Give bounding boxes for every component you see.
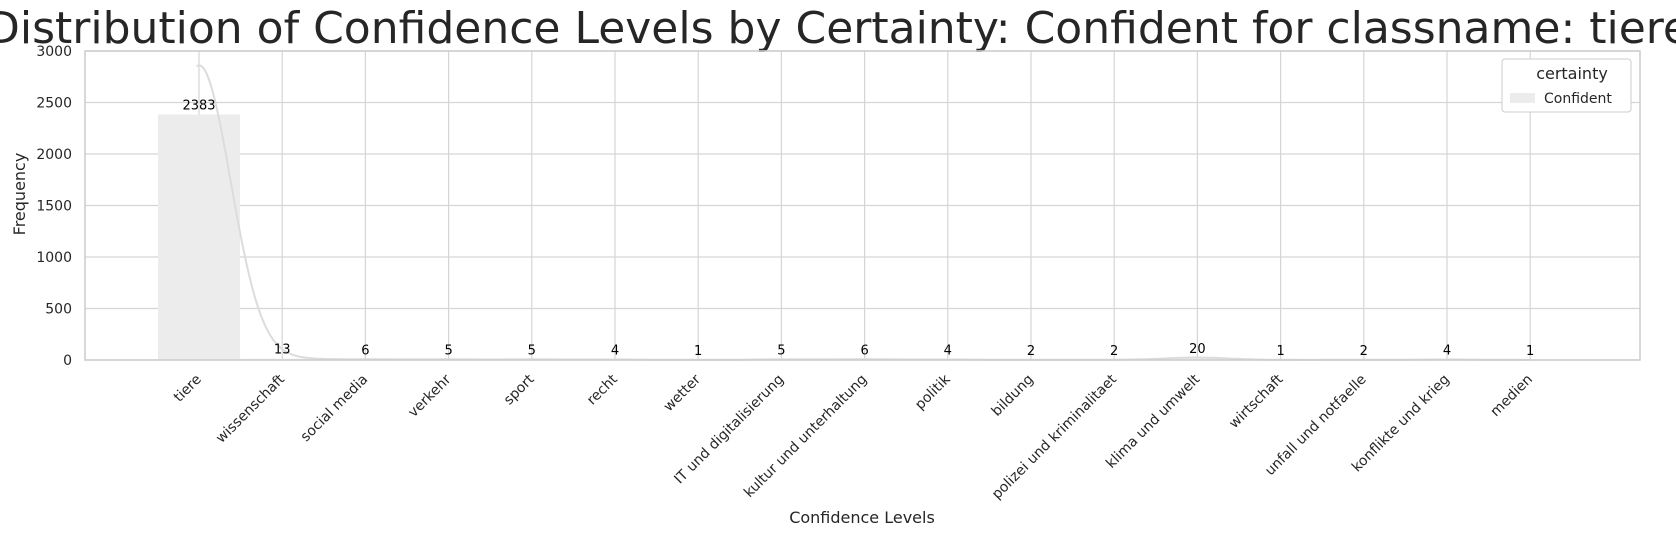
x-tick-2: social media — [298, 372, 372, 446]
y-tick-0: 0 — [63, 353, 72, 369]
x-tick-13: wirtschaft — [1226, 371, 1287, 432]
legend-entry-confident: Confident — [1544, 91, 1612, 107]
x-tick-4: sport — [501, 371, 538, 408]
y-tick-2: 1000 — [36, 250, 72, 266]
bar-value-label-4: 5 — [528, 343, 536, 358]
bar-value-label-13: 1 — [1276, 344, 1284, 359]
bar-value-label-0: 2383 — [182, 99, 215, 114]
kde-curve — [196, 64, 1530, 361]
y-tick-3: 1500 — [36, 199, 72, 215]
bar-value-label-3: 5 — [444, 343, 452, 358]
bar-value-label-8: 6 — [860, 343, 868, 358]
x-tick-12: klima und umwelt — [1103, 371, 1203, 471]
y-axis-label: Frequency — [10, 153, 29, 236]
x-tick-16: medien — [1488, 372, 1536, 420]
x-tick-10: bildung — [989, 372, 1037, 420]
y-tick-5: 2500 — [36, 96, 72, 112]
bar-value-label-10: 2 — [1027, 344, 1035, 359]
x-tick-9: politik — [912, 371, 954, 413]
bar-value-label-5: 4 — [611, 344, 619, 359]
y-tick-6: 3000 — [36, 44, 72, 60]
chart-title: Distribution of Confidence Levels by Cer… — [0, 3, 1676, 54]
bar-value-label-14: 2 — [1360, 344, 1368, 359]
x-axis-label: Confidence Levels — [789, 508, 935, 527]
bar-0 — [158, 114, 240, 361]
plot-frame — [84, 50, 1641, 361]
bar-value-label-9: 4 — [944, 344, 952, 359]
x-ticks: tiere wissenschaft social media verkehr spor… — [171, 371, 1536, 503]
bar-value-label-16: 1 — [1526, 344, 1534, 359]
grid — [85, 50, 1640, 361]
legend-swatch — [1510, 93, 1535, 103]
y-ticks: 0 500 1000 1500 2000 2500 3000 — [36, 44, 72, 369]
x-tick-3: verkehr — [405, 371, 454, 420]
bar-value-label-2: 6 — [361, 343, 369, 358]
bar-value-label-6: 1 — [694, 344, 702, 359]
y-tick-1: 500 — [45, 302, 72, 318]
legend-title: certainty — [1536, 64, 1608, 83]
bar-value-label-7: 5 — [777, 343, 785, 358]
bar-value-label-12: 20 — [1189, 342, 1206, 357]
x-tick-0: tiere — [171, 372, 205, 406]
y-tick-4: 2000 — [36, 147, 72, 163]
legend: certainty Confident — [1501, 58, 1632, 113]
x-tick-6: wetter — [661, 371, 705, 415]
bar-value-label-1: 13 — [274, 343, 291, 358]
bar-value-label-15: 4 — [1443, 344, 1451, 359]
bar-value-label-11: 2 — [1110, 344, 1118, 359]
bar-12 — [1156, 357, 1239, 360]
x-tick-5: recht — [584, 371, 621, 408]
x-tick-1: wissenschaft — [213, 371, 288, 446]
